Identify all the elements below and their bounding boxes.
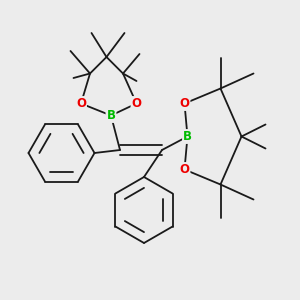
Text: B: B [106, 109, 116, 122]
Text: O: O [179, 163, 190, 176]
Text: O: O [131, 97, 142, 110]
Text: O: O [179, 97, 190, 110]
Text: O: O [76, 97, 86, 110]
Text: B: B [183, 130, 192, 143]
